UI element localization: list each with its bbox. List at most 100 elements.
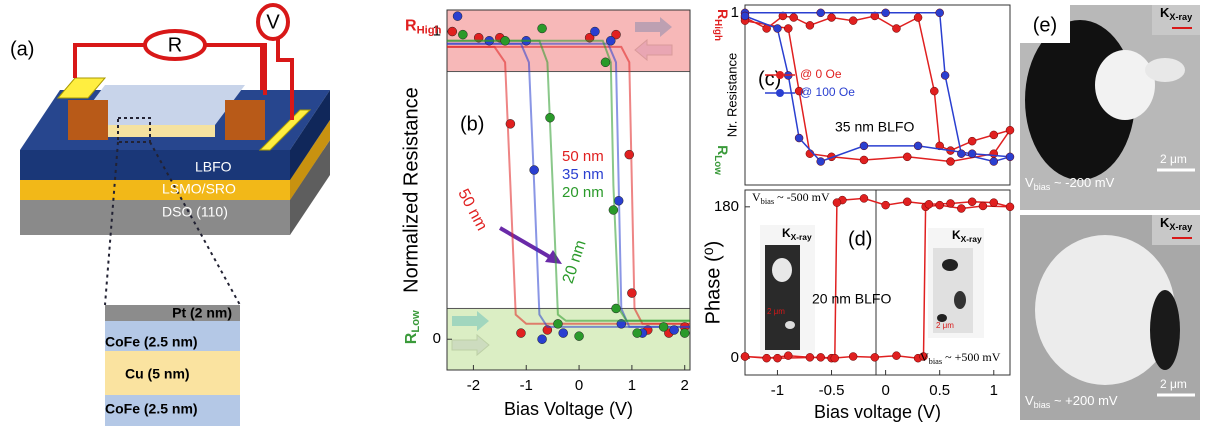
series-label: 20 nm [562, 184, 604, 201]
xmcd-image [1020, 5, 1200, 210]
bias-label: Vbias ~ +500 mV [920, 350, 1001, 366]
marker [935, 200, 944, 210]
marker [669, 325, 679, 335]
subscript: Low [410, 310, 422, 333]
panel-label: (c) [758, 68, 781, 90]
label-box [1152, 215, 1200, 245]
wire [73, 38, 294, 120]
probe-label: KX-ray [1160, 215, 1193, 232]
x-tick-label: 0.5 [929, 382, 950, 399]
marker [989, 198, 999, 207]
text-part: ~ +200 mV [1050, 393, 1118, 408]
x-tick-label: -2 [467, 377, 480, 394]
domain [1145, 58, 1185, 82]
text-part: K [1160, 215, 1170, 230]
text-part: R [715, 9, 731, 19]
marker [940, 71, 950, 80]
panel-label: (d) [848, 228, 872, 250]
subscript: Low [712, 155, 723, 175]
marker [989, 157, 999, 166]
marker [789, 13, 798, 22]
legend-marker [776, 71, 784, 79]
text-part: R [403, 332, 420, 344]
stack-top [75, 85, 245, 125]
marker [516, 328, 526, 338]
scale-label: 2 μm [936, 321, 954, 330]
stack-layer [105, 305, 240, 321]
marker [881, 8, 890, 18]
inset [760, 225, 815, 355]
marker [827, 13, 836, 22]
marker [967, 149, 977, 158]
text-part: K [782, 226, 791, 240]
y-tick-label: 0 [731, 349, 739, 366]
marker [935, 8, 944, 18]
marker [957, 149, 966, 158]
marker [832, 198, 842, 207]
marker [778, 11, 788, 21]
layer-label: DSO (110) [162, 204, 228, 220]
probe-label: KX-ray [952, 228, 982, 244]
scale-label: 2 μm [767, 307, 785, 316]
marker [946, 199, 955, 208]
marker [805, 353, 815, 362]
probe-label: KX-ray [1160, 5, 1193, 22]
subscript: bias [929, 357, 943, 366]
marker [848, 16, 858, 25]
marker [574, 331, 584, 341]
zoom-line [149, 141, 241, 306]
subscript: High [417, 24, 442, 36]
marker [740, 11, 750, 21]
marker [606, 36, 616, 46]
stack-label: CoFe (2.5 nm) [105, 334, 198, 350]
marker [913, 13, 923, 22]
marker [590, 26, 600, 37]
marker [608, 205, 619, 215]
y-label: Nr. Resistance [724, 53, 739, 138]
fit-curve [447, 39, 690, 322]
domain [1150, 290, 1180, 370]
series-label: 35 nm [562, 166, 604, 183]
annotation: 35 nm BLFO [835, 119, 914, 135]
subscript: bias [1034, 182, 1051, 192]
level-label: RHigh [405, 18, 442, 37]
zoom-box [117, 117, 151, 143]
subscript: X-ray [961, 234, 982, 244]
text-part: ~ -500 mV [774, 190, 830, 204]
x-tick-label: -0.5 [819, 382, 845, 399]
arrow-head [545, 250, 562, 264]
x-tick-label: 0 [575, 377, 583, 394]
device-diagram: (a) R V LBFO LSMO/SRO DSO (110) Pt (2 nm… [10, 3, 330, 426]
marker [545, 112, 555, 123]
marker [859, 155, 869, 165]
marker [989, 149, 999, 158]
marker [816, 353, 825, 362]
stack-label: Pt (2 nm) [172, 305, 232, 321]
stack-label: Cu (5 nm) [125, 366, 190, 382]
text-part: ~ -200 mV [1050, 175, 1114, 190]
contact [68, 100, 108, 140]
y-tick-label: 1 [731, 4, 739, 21]
marker [892, 351, 901, 360]
marker [892, 24, 901, 33]
marker [1005, 202, 1015, 212]
marker [447, 26, 458, 37]
panel-label: (b) [460, 113, 484, 135]
marker [881, 200, 890, 210]
marker [740, 352, 750, 361]
text-part: V [1025, 393, 1034, 408]
scale-label: 2 μm [1160, 377, 1187, 391]
marker [773, 353, 782, 363]
text-part: V [1025, 175, 1034, 190]
domain [1035, 235, 1175, 385]
marker [553, 319, 563, 329]
fit-curve [447, 45, 690, 325]
lbfo-side [290, 90, 330, 180]
marker [805, 21, 815, 30]
marker [902, 197, 912, 207]
subscript: bias [761, 197, 775, 206]
text-part: V [752, 190, 761, 204]
lsmo-layer [20, 180, 290, 200]
subscript: X-ray [1169, 222, 1193, 232]
domain [942, 259, 958, 271]
